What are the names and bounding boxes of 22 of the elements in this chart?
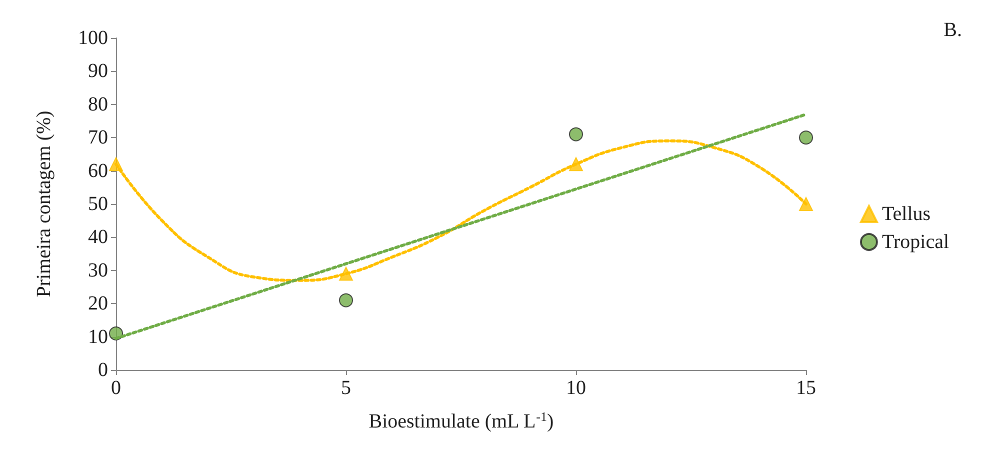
x-tick-label: 5 bbox=[341, 377, 351, 399]
x-tick-label: 15 bbox=[796, 377, 816, 399]
point bbox=[339, 293, 353, 308]
x-tick-label: 10 bbox=[566, 377, 586, 399]
y-tick-label: 70 bbox=[88, 126, 108, 149]
legend-label: Tellus bbox=[882, 203, 931, 225]
point bbox=[799, 130, 813, 145]
y-tick-label: 90 bbox=[88, 60, 108, 82]
y-axis-title: Primeira contagem (%) bbox=[33, 110, 55, 298]
y-tick-label: 50 bbox=[88, 193, 108, 215]
text: B. bbox=[944, 19, 962, 41]
y-tick-label: 40 bbox=[88, 226, 108, 248]
y-tick-label: 60 bbox=[88, 160, 108, 182]
y-tick-label: 20 bbox=[88, 292, 108, 315]
y-tick-label: 80 bbox=[88, 93, 108, 116]
point bbox=[109, 326, 123, 340]
y-tick-label: 10 bbox=[88, 326, 108, 348]
y-tick-label: 30 bbox=[88, 259, 108, 282]
point bbox=[569, 127, 583, 142]
legend-label: Tropical bbox=[882, 231, 950, 253]
y-tick-label: 0 bbox=[98, 359, 108, 381]
y-tick-label: 100 bbox=[78, 27, 108, 49]
